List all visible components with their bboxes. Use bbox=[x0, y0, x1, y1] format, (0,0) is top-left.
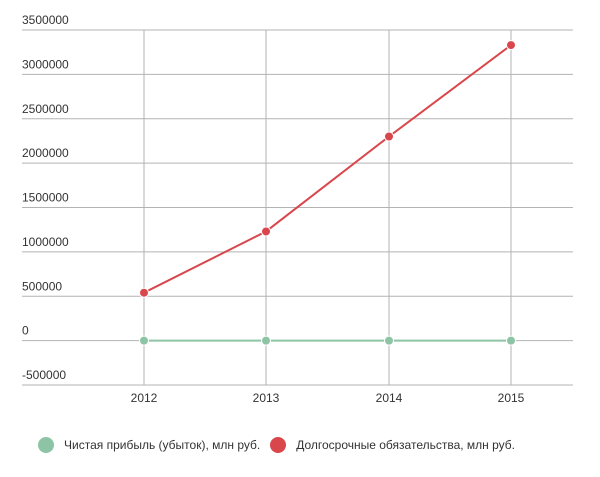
y-tick-label: 3000000 bbox=[22, 57, 69, 71]
y-tick-label: 500000 bbox=[22, 279, 62, 293]
x-tick-label: 2013 bbox=[253, 391, 280, 405]
legend-item-long-term-liabilities[interactable]: Долгосрочные обязательства, млн руб. bbox=[270, 437, 515, 453]
y-tick-label: 1000000 bbox=[22, 235, 69, 249]
data-point-series-1-2012[interactable] bbox=[139, 287, 149, 298]
data-point-series-1-2013[interactable] bbox=[261, 226, 271, 237]
y-tick-label: 3500000 bbox=[22, 13, 69, 27]
x-tick-label: 2015 bbox=[498, 391, 525, 405]
series-points bbox=[139, 40, 516, 346]
y-tick-label: 1500000 bbox=[22, 191, 69, 205]
series-line-1 bbox=[143, 44, 512, 294]
legend-item-net-profit[interactable]: Чистая прибыль (убыток), млн руб. bbox=[38, 437, 260, 453]
y-tick-label: 2000000 bbox=[22, 146, 69, 160]
x-tick-label: 2012 bbox=[131, 391, 158, 405]
data-point-series-0-2014[interactable] bbox=[384, 335, 394, 346]
y-axis-labels: 3500000 3000000 2500000 2000000 1500000 10000… bbox=[22, 13, 69, 382]
legend-label-long-term-liabilities: Долгосрочные обязательства, млн руб. bbox=[296, 438, 516, 452]
series-lines bbox=[143, 44, 512, 342]
legend-marker-net-profit bbox=[38, 437, 54, 453]
y-tick-label: 0 bbox=[22, 324, 29, 338]
data-point-series-1-2014[interactable] bbox=[384, 131, 394, 142]
y-tick-label: 2500000 bbox=[22, 102, 69, 116]
legend-marker-long-term-liabilities bbox=[270, 437, 287, 453]
data-point-series-0-2013[interactable] bbox=[261, 335, 271, 346]
legend-label-net-profit: Чистая прибыль (убыток), млн руб. bbox=[64, 438, 261, 452]
x-tick-label: 2014 bbox=[376, 391, 403, 405]
x-axis-labels: 2012 2013 2014 2015 bbox=[131, 391, 525, 405]
data-point-series-0-2015[interactable] bbox=[506, 335, 516, 346]
data-point-series-1-2015[interactable] bbox=[506, 40, 516, 51]
chart-legend: Чистая прибыль (убыток), млн руб. Долгос… bbox=[38, 437, 525, 453]
y-tick-label: -500000 bbox=[22, 368, 66, 382]
data-point-series-0-2012[interactable] bbox=[139, 335, 149, 346]
